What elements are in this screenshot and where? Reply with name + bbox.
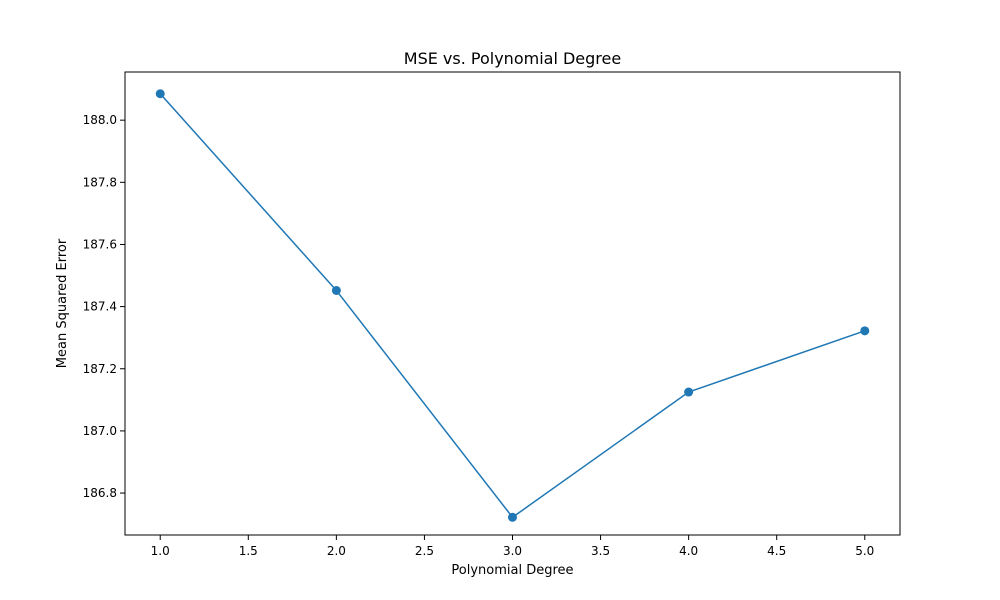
x-axis-title: Polynomial Degree bbox=[451, 563, 573, 578]
data-point bbox=[860, 326, 870, 336]
data-point bbox=[508, 512, 517, 522]
y-tick-label: 187.4 bbox=[83, 300, 117, 314]
series-layer bbox=[155, 89, 870, 522]
y-tick-label: 187.8 bbox=[83, 175, 117, 189]
chart-title: MSE vs. Polynomial Degree bbox=[404, 49, 621, 68]
data-point bbox=[155, 89, 165, 99]
data-point bbox=[684, 387, 694, 397]
series-line bbox=[159, 93, 866, 519]
y-axis-title: Mean Squared Error bbox=[55, 238, 70, 368]
x-tick-label: 4.5 bbox=[767, 544, 786, 558]
y-tick-label: 188.0 bbox=[83, 113, 117, 127]
y-tick-label: 187.2 bbox=[83, 362, 117, 376]
y-axis-ticks: 186.8 187.0 187.2 187.4 187.6 187.8 188.0 bbox=[83, 113, 125, 500]
x-tick-label: 1.0 bbox=[151, 544, 170, 558]
y-tick-label: 187.0 bbox=[83, 424, 117, 438]
x-tick-label: 5.0 bbox=[855, 544, 874, 558]
x-tick-label: 2.5 bbox=[415, 544, 434, 558]
x-tick-label: 4.0 bbox=[679, 544, 698, 558]
y-tick-label: 186.8 bbox=[83, 486, 117, 500]
x-tick-label: 1.5 bbox=[239, 544, 258, 558]
x-tick-label: 2.0 bbox=[327, 544, 346, 558]
x-tick-label: 3.5 bbox=[591, 544, 610, 558]
x-tick-label: 3.0 bbox=[503, 544, 522, 558]
data-point bbox=[331, 285, 341, 295]
plot-area-frame bbox=[124, 71, 901, 536]
y-tick-label: 187.6 bbox=[83, 237, 117, 251]
x-axis-ticks: 1.0 1.5 2.0 2.5 3.0 3.5 4.0 4.5 5.0 bbox=[151, 535, 874, 558]
